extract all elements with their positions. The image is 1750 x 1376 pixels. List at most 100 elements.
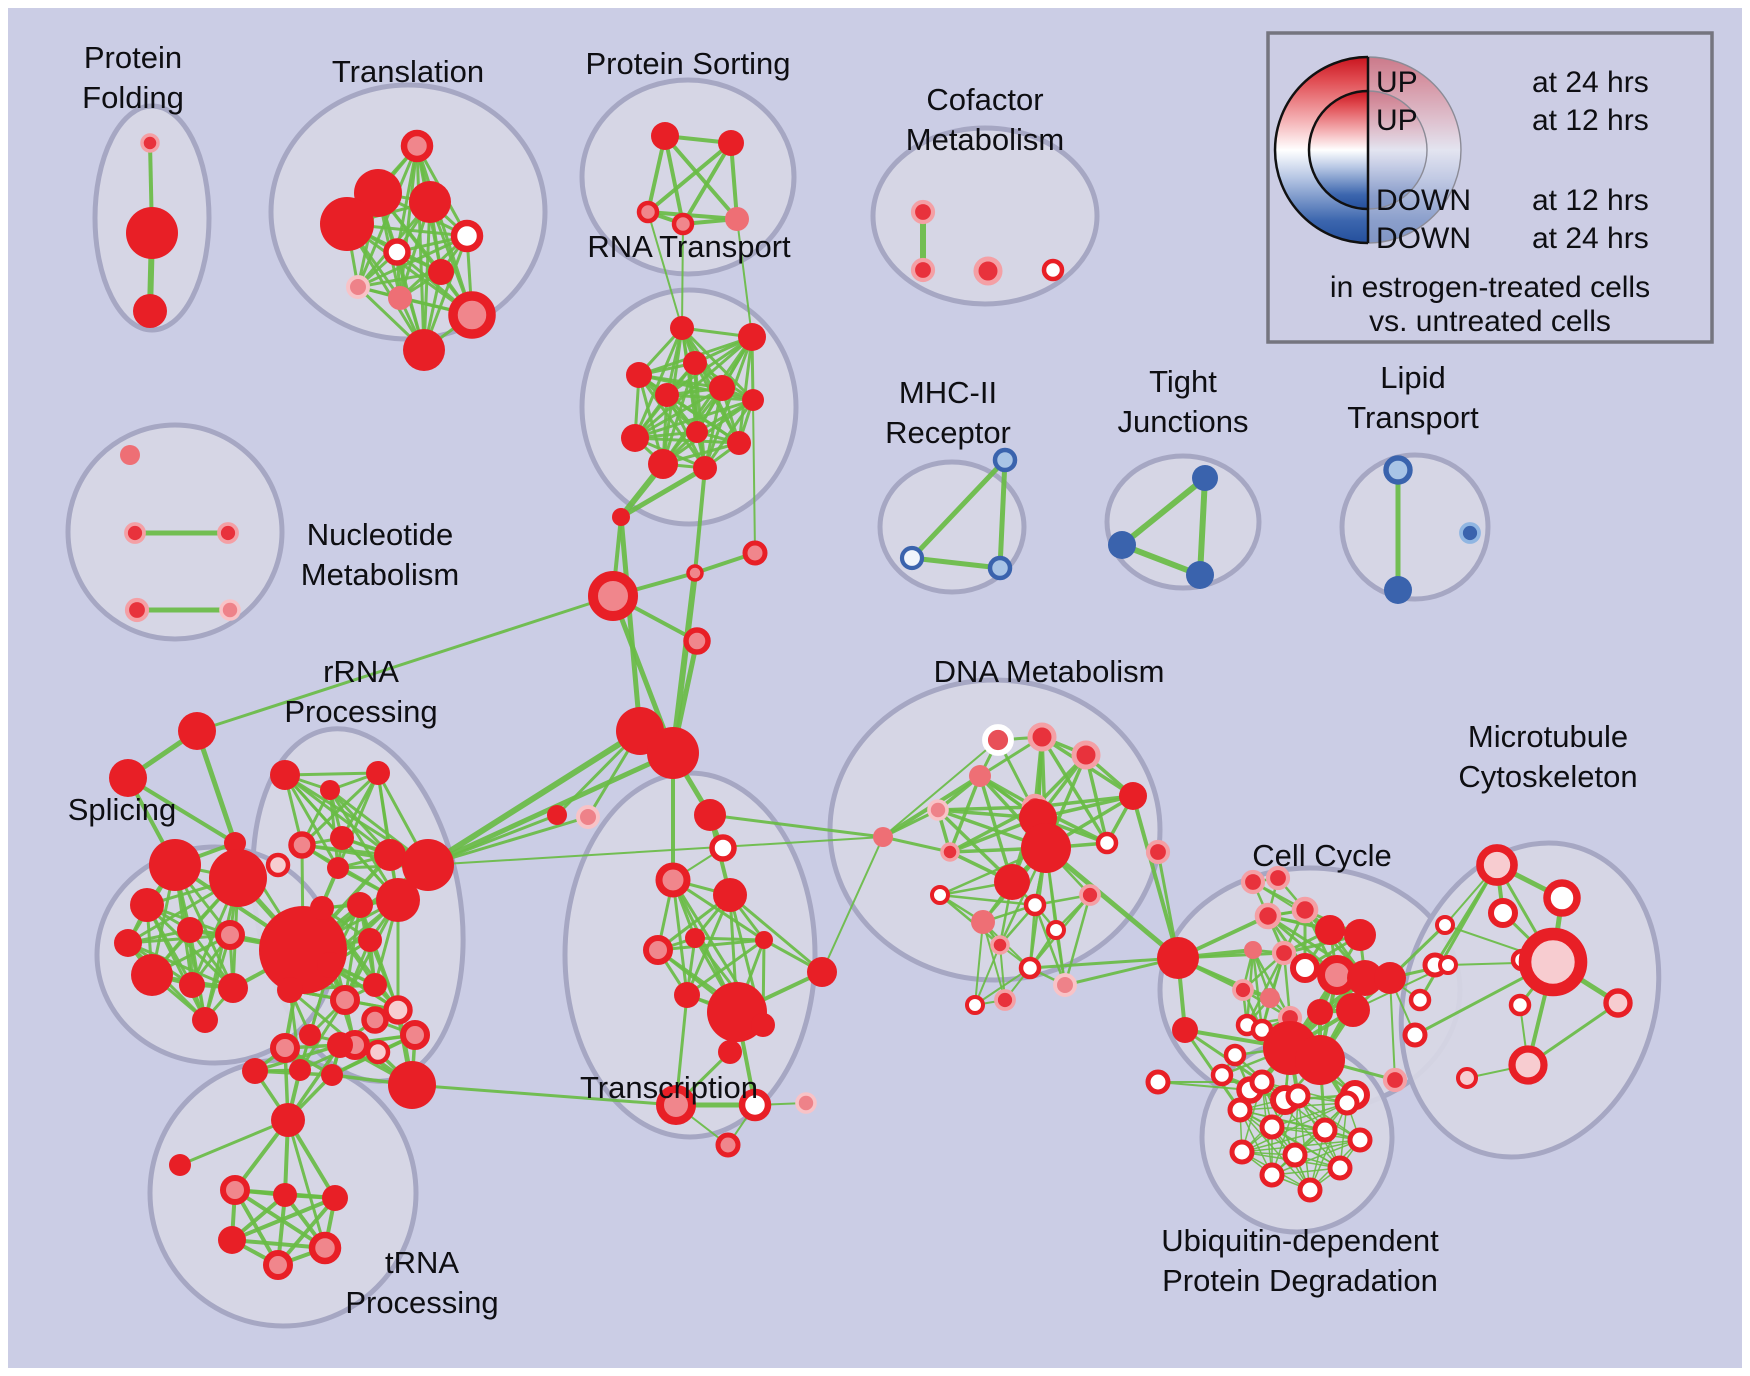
gene-node — [694, 799, 726, 831]
gene-node — [218, 973, 248, 1003]
edge — [708, 813, 885, 839]
gene-node — [1027, 722, 1057, 752]
gene-node — [131, 954, 173, 996]
edge — [656, 938, 766, 952]
gene-node — [1240, 869, 1266, 895]
gene-node — [1259, 1114, 1285, 1140]
gene-node — [192, 1007, 218, 1033]
edge — [752, 399, 756, 554]
edge — [1043, 845, 1181, 961]
gene-node — [376, 878, 420, 922]
edge — [948, 774, 982, 854]
gene-node — [647, 727, 699, 779]
gene-node — [1229, 1139, 1255, 1165]
gene-node — [220, 1175, 250, 1205]
gene-node — [899, 545, 925, 571]
gene-node — [1543, 879, 1581, 917]
gene-node — [277, 977, 303, 1003]
gene-node — [1145, 839, 1171, 865]
gene-node — [403, 329, 445, 371]
gene-node — [718, 130, 744, 156]
gene-node — [655, 383, 679, 407]
edge — [1183, 1028, 1264, 1084]
legend-caption-line1: in estrogen-treated cells — [1330, 271, 1650, 304]
cluster-label-lipid-transport: Lipid — [1380, 360, 1446, 395]
gene-node — [320, 197, 374, 251]
gene-node — [133, 294, 167, 328]
edge — [126, 933, 232, 945]
legend-outer-right-outline — [1367, 56, 1462, 244]
edge — [1271, 1126, 1341, 1169]
gene-node — [299, 1024, 321, 1046]
gene-node — [365, 1039, 391, 1065]
gene-node — [1172, 1017, 1198, 1043]
legend-caption-line2: vs. untreated cells — [1369, 305, 1611, 338]
gene-node — [126, 207, 178, 259]
edge — [230, 1196, 337, 1242]
cluster-label-transcription: Transcription — [580, 1070, 758, 1105]
cluster-label-microtubule-cytoskeleton: Microtubule — [1468, 719, 1628, 754]
gene-node — [109, 759, 147, 797]
gene-node — [124, 522, 146, 544]
gene-node — [450, 219, 484, 253]
gene-node — [219, 599, 241, 621]
gene-node — [727, 431, 751, 455]
edge — [126, 776, 237, 845]
edge — [253, 1043, 342, 1073]
edge — [618, 514, 643, 734]
gene-node — [1249, 1069, 1275, 1095]
gene-node — [330, 826, 354, 850]
gene-node — [178, 712, 216, 750]
gene-node — [1435, 915, 1455, 935]
edge — [1157, 1081, 1251, 1091]
gene-node — [1334, 1090, 1360, 1116]
gene-node — [709, 834, 737, 862]
gene-node — [130, 888, 164, 922]
gene-node — [1347, 960, 1383, 996]
cluster-label-ubiquitin-degradation: Protein Degradation — [1162, 1263, 1438, 1298]
edge — [426, 815, 590, 867]
gene-node — [651, 122, 679, 150]
gene-node — [1295, 1035, 1345, 1085]
gene-node — [992, 447, 1018, 473]
gene-node — [321, 1064, 343, 1086]
gene-node — [1297, 1177, 1323, 1203]
gene-node — [1210, 1063, 1234, 1087]
gene-node — [400, 1020, 430, 1050]
edge — [693, 466, 707, 575]
cluster-label-protein-sorting: Protein Sorting — [585, 46, 790, 81]
gene-node — [1119, 782, 1147, 810]
edge — [1271, 1102, 1348, 1128]
gene-node — [383, 238, 411, 266]
edge — [633, 386, 724, 440]
gene-node — [1347, 1127, 1373, 1153]
cluster-label-rna-transport: RNA Transport — [587, 229, 791, 264]
gene-node — [1307, 999, 1333, 1025]
gene-node — [738, 1088, 772, 1122]
cluster-label-protein-folding: Protein — [84, 40, 182, 75]
gene-node — [1244, 941, 1262, 959]
legend-row-time: at 24 hrs — [1532, 222, 1649, 255]
gene-node — [1041, 258, 1065, 282]
cluster-label-trna-processing: tRNA — [385, 1245, 459, 1280]
edge — [1241, 1129, 1326, 1153]
legend-glyph-right-fade — [1368, 55, 1464, 245]
edge — [728, 893, 824, 974]
gene-node — [1312, 1117, 1338, 1143]
gene-node — [994, 864, 1030, 900]
gene-node — [807, 957, 837, 987]
gene-node — [643, 935, 673, 965]
gene-node — [409, 181, 451, 223]
gene-node — [738, 323, 766, 351]
edge — [693, 936, 766, 942]
gene-node — [755, 931, 773, 949]
edge — [882, 739, 999, 838]
gene-node — [428, 259, 454, 285]
cluster-label-mhc-ii-receptor: MHC-II — [899, 375, 997, 410]
gene-node — [327, 1032, 353, 1058]
gene-node — [973, 256, 1003, 286]
cluster-label-tight-junctions: Tight — [1149, 364, 1217, 399]
cluster-label-ubiquitin-degradation: Ubiquitin-dependent — [1161, 1223, 1439, 1258]
gene-node — [1459, 522, 1481, 544]
gene-node — [1186, 561, 1214, 589]
